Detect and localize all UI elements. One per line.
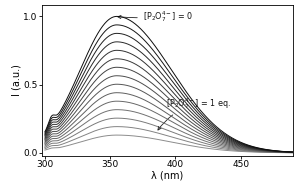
X-axis label: λ (nm): λ (nm) [152, 171, 184, 181]
Text: [P$_2$O$_7^{4-}$] = 1 eq.: [P$_2$O$_7^{4-}$] = 1 eq. [158, 96, 231, 130]
Text: [P$_2$O$_7^{4-}$] = 0: [P$_2$O$_7^{4-}$] = 0 [118, 9, 193, 24]
Y-axis label: I (a.u.): I (a.u.) [12, 65, 22, 96]
